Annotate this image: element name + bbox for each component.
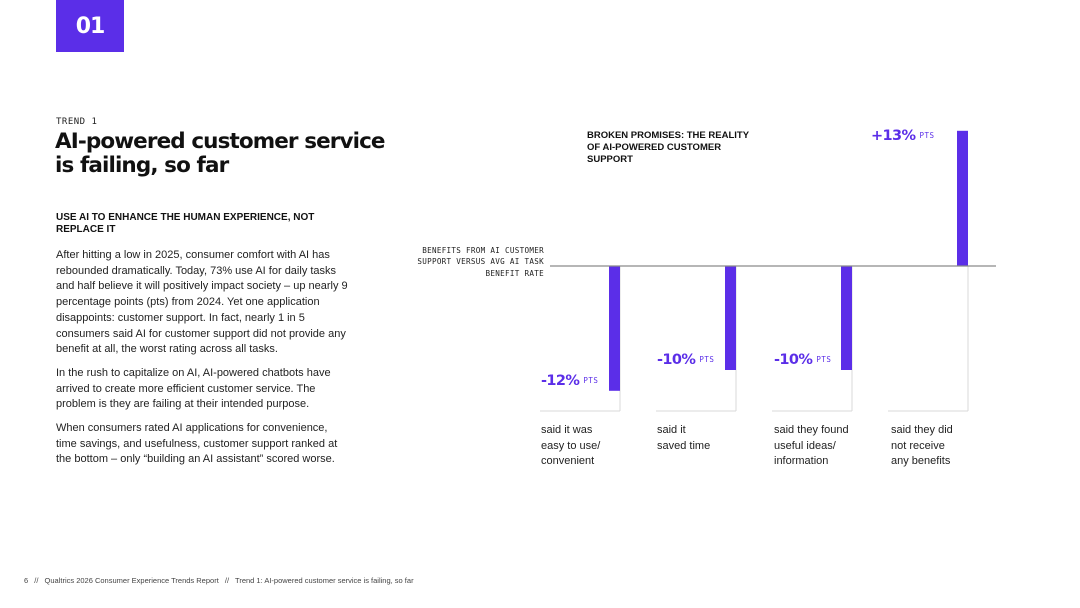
bar-value-number: +13% [871,127,916,144]
bar-value-label: +13% PTS [871,128,935,144]
bar-value-unit: PTS [583,375,599,385]
category-label: said it was easy to use/convenient [541,423,651,470]
bar-value-number: -12% [541,372,580,389]
chart-bar [957,130,968,266]
chart-bar [841,266,852,370]
category-label-line: said they did [891,424,953,436]
category-label: said they did not receive any benefits [891,423,1001,470]
section-subhead: USE AI TO ENHANCE THE HUMAN EXPERIENCE, … [56,212,315,235]
chart-axis-label: BENEFITS FROM AI CUSTOMER SUPPORT VERSUS… [417,246,544,278]
bar-value-label: -10% PTS [774,352,831,368]
body-paragraph-1: After hitting a low in 2025, consumer co… [56,249,348,356]
footer-page-number: 6 [24,576,29,585]
bar-value-number: -10% [774,352,813,368]
category-label: said they found useful ideas/information [774,423,884,470]
category-label-line: convenient [541,455,595,468]
bar-value-unit: PTS [816,355,832,364]
bar-value-number: -10% [657,352,696,368]
bar-value-label: -12% PTS [541,373,598,389]
category-label-line: not receive [891,439,945,452]
category-label-line: said it was [541,424,593,436]
footer-source: Qualtrics 2026 Consumer Experience Trend… [44,576,219,585]
category-label: said it saved time [657,423,767,454]
footer-separator: // [224,576,230,585]
category-label-line: saved time [657,439,711,452]
bar-value-unit: PTS [919,130,935,140]
page-number-badge: 01 [56,0,124,52]
footer-section: Trend 1: AI-powered customer service is … [235,576,414,585]
category-label-line: easy to use/ [541,439,601,452]
body-text: After hitting a low in 2025, consumer co… [56,248,348,476]
category-label-line: any benefits [891,455,951,468]
category-label-line: information [774,455,829,468]
category-label-line: said it [657,424,686,436]
page-title: AI-powered customer service is failing, … [55,129,385,178]
chart-bar [725,266,736,370]
bar-value-label: -10% PTS [657,352,714,368]
body-paragraph-2: In the rush to capitalize on AI, AI-powe… [56,366,331,411]
category-label-line: said they found [774,424,849,436]
body-paragraph-3: When consumers rated AI applications for… [56,422,338,466]
chart-title: BROKEN PROMISES: THE REALITY OF AI-POWER… [587,130,749,165]
footer-separator: // [34,576,39,585]
trend-label: TREND 1 [56,117,98,127]
chart-bar [609,266,620,391]
footer: 6 // Qualtrics 2026 Consumer Experience … [24,576,414,585]
bar-value-unit: PTS [699,355,715,364]
category-label-line: useful ideas/ [774,439,836,452]
